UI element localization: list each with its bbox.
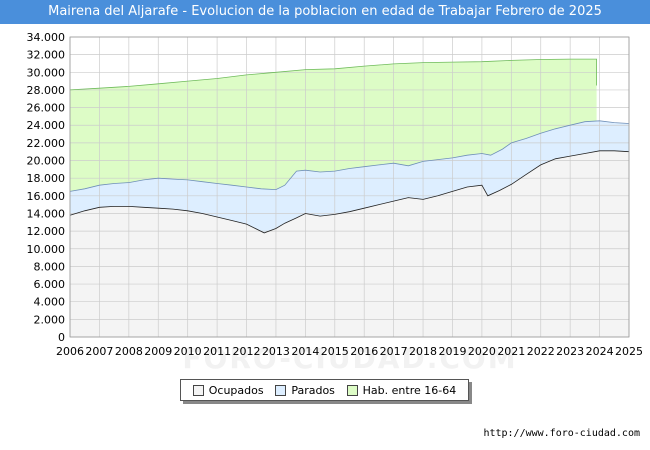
x-tick-label: 2014 (291, 345, 319, 358)
line-hab (69, 58, 597, 91)
x-tick-label: 2016 (350, 345, 378, 358)
y-tick-label: 6.000 (34, 278, 66, 291)
y-tick-label: 30.000 (27, 66, 66, 79)
x-tick-label: 2019 (438, 345, 466, 358)
x-tick-label: 2021 (497, 345, 525, 358)
y-tick-label: 14.000 (27, 207, 66, 220)
x-tick-label: 2007 (85, 345, 113, 358)
plot-frame (69, 36, 630, 338)
y-tick-label: 26.000 (27, 102, 66, 115)
y-tick-label: 12.000 (27, 225, 66, 238)
legend-label-parados: Parados (291, 383, 335, 397)
x-tick-label: 2020 (468, 345, 496, 358)
legend: Ocupados Parados Hab. entre 16-64 (180, 379, 469, 401)
chart-title: Mairena del Aljarafe - Evolucion de la p… (0, 0, 650, 24)
y-tick-label: 10.000 (27, 243, 66, 256)
y-tick-label: 28.000 (27, 84, 66, 97)
legend-item-ocupados: Ocupados (192, 383, 264, 397)
legend-label-hab: Hab. entre 16-64 (362, 383, 457, 397)
x-tick-label: 2009 (144, 345, 172, 358)
x-tick-label: 2006 (56, 345, 84, 358)
x-tick-label: 2025 (615, 345, 643, 358)
y-tick-label: 2.000 (34, 313, 66, 326)
legend-label-ocupados: Ocupados (208, 383, 264, 397)
watermark: FORO-CIUDAD.COM (182, 342, 517, 375)
y-tick-label: 22.000 (27, 137, 66, 150)
x-tick-label: 2015 (321, 345, 349, 358)
x-tick-label: 2010 (174, 345, 202, 358)
x-tick-label: 2008 (115, 345, 143, 358)
y-tick-label: 18.000 (27, 172, 66, 185)
x-tick-label: 2024 (586, 345, 614, 358)
legend-swatch-hab (346, 384, 358, 396)
legend-swatch-ocupados (192, 384, 204, 396)
legend-item-parados: Parados (275, 384, 335, 397)
y-tick-label: 20.000 (27, 155, 66, 168)
y-tick-label: 8.000 (34, 260, 66, 273)
line-parados (69, 120, 630, 192)
y-tick-label: 24.000 (27, 119, 66, 132)
x-tick-label: 2022 (527, 345, 555, 358)
y-tick-label: 4.000 (34, 296, 66, 309)
x-tick-label: 2023 (556, 345, 584, 358)
x-tick-label: 2017 (380, 345, 408, 358)
y-tick-label: 32.000 (27, 49, 66, 62)
y-tick-label: 16.000 (27, 190, 66, 203)
line-ocupados (69, 150, 630, 234)
legend-swatch-parados (275, 384, 287, 396)
area-ocupados (70, 150, 629, 337)
x-tick-label: 2011 (203, 345, 231, 358)
y-tick-label: 0 (58, 331, 65, 344)
y-tick-label: 34.000 (27, 31, 66, 44)
x-tick-label: 2012 (233, 345, 261, 358)
legend-item-hab: Hab. entre 16-64 (346, 383, 457, 397)
x-tick-label: 2018 (409, 345, 437, 358)
source-url[interactable]: http://www.foro-ciudad.com (483, 428, 640, 439)
x-tick-label: 2013 (262, 345, 290, 358)
